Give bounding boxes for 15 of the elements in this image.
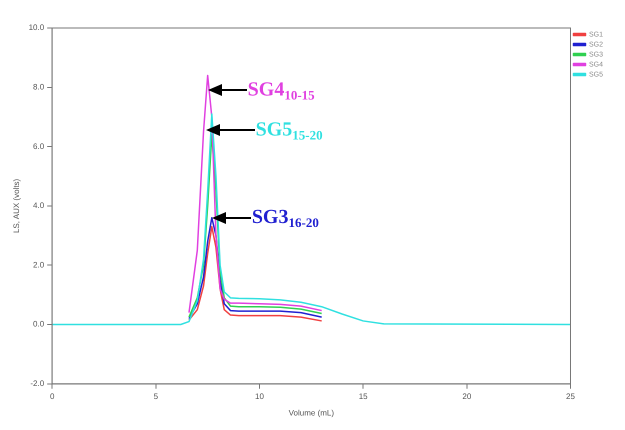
x-tick-label: 20	[462, 392, 472, 401]
y-tick-label: 10.0	[28, 23, 45, 32]
y-axis-title: LS, AUX (volts)	[12, 178, 22, 234]
x-tick-label: 0	[50, 392, 55, 401]
x-tick-label: 25	[566, 392, 576, 401]
y-tick-label: 0.0	[33, 320, 45, 329]
x-tick-label: 15	[358, 392, 368, 401]
y-tick-label: 4.0	[33, 201, 45, 210]
x-tick-label: 10	[255, 392, 264, 401]
y-tick-label: 8.0	[33, 82, 45, 92]
y-tick-label: 2.0	[33, 260, 45, 270]
x-axis-title: Volume (mL)	[288, 408, 334, 418]
x-tick-label: 5	[154, 392, 159, 401]
y-tick-label: 6.0	[33, 142, 45, 151]
y-tick-label: -2.0	[30, 379, 45, 388]
